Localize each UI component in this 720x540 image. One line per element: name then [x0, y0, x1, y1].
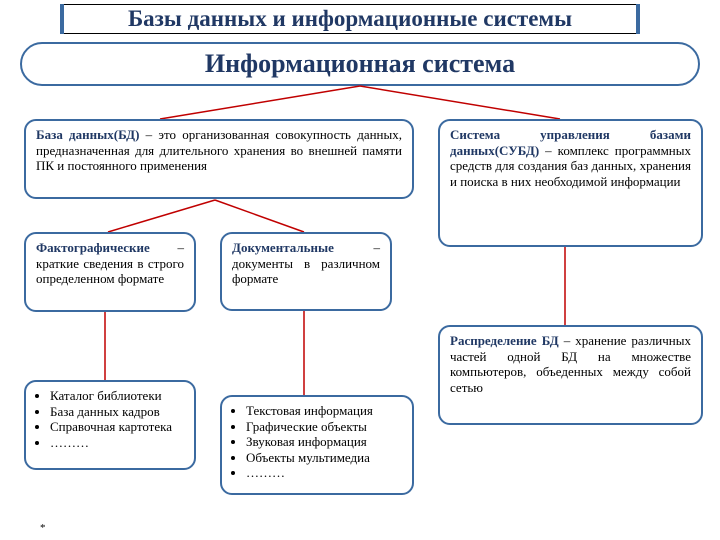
box-documentary-list: Текстовая информацияГрафические объектыЗ… — [220, 395, 414, 495]
list-item: Каталог библиотеки — [50, 388, 184, 404]
list-item: Справочная картотека — [50, 419, 184, 435]
main-pill: Информационная система — [20, 42, 700, 86]
list-item: ……… — [246, 465, 402, 481]
footnote-asterisk: * — [40, 522, 46, 534]
list-item: База данных кадров — [50, 404, 184, 420]
list-item: ……… — [50, 435, 184, 451]
box-database-lead: База данных(БД) — [36, 127, 139, 142]
box-distributed-lead: Распределение БД — [450, 333, 559, 348]
list-item: Объекты мультимедиа — [246, 450, 402, 466]
list-item: Текстовая информация — [246, 403, 402, 419]
list-item: Звуковая информация — [246, 434, 402, 450]
box-documentary: Документальные – документы в различном ф… — [220, 232, 392, 311]
page-title-bar: Базы данных и информационные системы — [60, 4, 640, 34]
main-pill-text: Информационная система — [205, 49, 515, 79]
box-dbms: Система управления базами данных(СУБД) –… — [438, 119, 703, 247]
list-item: Графические объекты — [246, 419, 402, 435]
page-title: Базы данных и информационные системы — [128, 6, 572, 32]
documentary-list: Текстовая информацияГрафические объектыЗ… — [232, 403, 402, 481]
box-factographic-list: Каталог библиотекиБаза данных кадровСпра… — [24, 380, 196, 470]
factographic-list: Каталог библиотекиБаза данных кадровСпра… — [36, 388, 184, 450]
box-distributed: Распределение БД – хранение различных ча… — [438, 325, 703, 425]
box-factographic: Фактографические – краткие сведения в ст… — [24, 232, 196, 312]
box-factographic-lead: Фактографические — [36, 240, 150, 255]
box-database: База данных(БД) – это организованная сов… — [24, 119, 414, 199]
box-documentary-lead: Документальные — [232, 240, 334, 255]
